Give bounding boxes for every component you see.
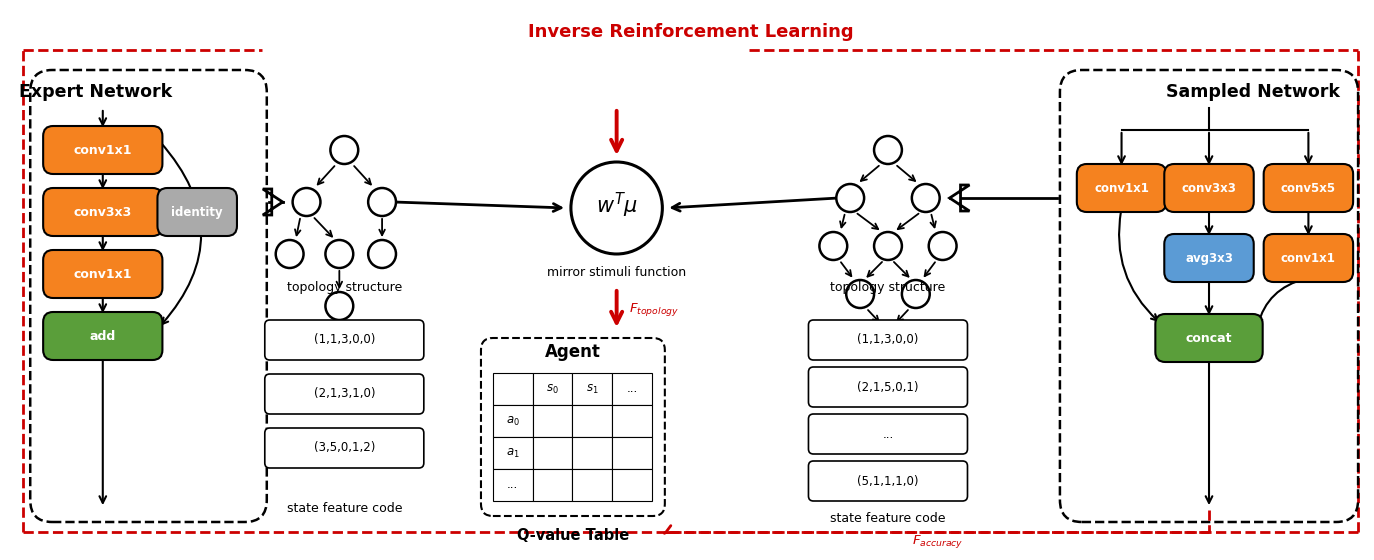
Text: $s_1$: $s_1$: [585, 382, 599, 395]
Bar: [613, 373, 651, 405]
Circle shape: [293, 188, 320, 216]
Text: $F_{topology}$: $F_{topology}$: [628, 301, 679, 318]
Circle shape: [912, 184, 940, 212]
Text: $s_0$: $s_0$: [545, 382, 559, 395]
Text: $F_{accuracy}$: $F_{accuracy}$: [912, 534, 963, 550]
Circle shape: [874, 325, 901, 353]
Circle shape: [874, 136, 901, 164]
Text: avg3x3: avg3x3: [1184, 251, 1232, 264]
Bar: [613, 469, 651, 501]
Text: concat: concat: [1186, 332, 1232, 344]
Circle shape: [874, 232, 901, 260]
Text: state feature code: state feature code: [830, 511, 945, 525]
FancyBboxPatch shape: [43, 250, 162, 298]
Text: Q-value Table: Q-value Table: [517, 529, 629, 544]
FancyBboxPatch shape: [1164, 164, 1253, 212]
FancyBboxPatch shape: [1264, 234, 1353, 282]
Bar: [493, 469, 533, 501]
Bar: [613, 437, 651, 469]
Circle shape: [330, 136, 359, 164]
Circle shape: [368, 240, 396, 268]
Circle shape: [276, 240, 304, 268]
Bar: [533, 405, 573, 437]
Bar: [493, 373, 533, 405]
FancyBboxPatch shape: [1077, 164, 1167, 212]
Text: (2,1,3,1,0): (2,1,3,1,0): [313, 388, 375, 400]
Text: topology structure: topology structure: [287, 282, 403, 295]
Text: conv3x3: conv3x3: [1182, 181, 1237, 194]
Circle shape: [901, 280, 930, 308]
Text: conv1x1: conv1x1: [74, 268, 132, 281]
Text: conv3x3: conv3x3: [74, 206, 132, 218]
FancyBboxPatch shape: [43, 312, 162, 360]
Text: Inverse Reinforcement Learning: Inverse Reinforcement Learning: [529, 23, 855, 41]
Text: topology structure: topology structure: [830, 282, 945, 295]
Circle shape: [368, 188, 396, 216]
Circle shape: [846, 280, 874, 308]
Circle shape: [572, 162, 662, 254]
Polygon shape: [949, 185, 970, 211]
FancyBboxPatch shape: [808, 461, 967, 501]
Text: (5,1,1,1,0): (5,1,1,1,0): [857, 474, 919, 488]
Circle shape: [837, 184, 864, 212]
Bar: [573, 437, 613, 469]
Text: (2,1,5,0,1): (2,1,5,0,1): [857, 380, 919, 394]
FancyBboxPatch shape: [265, 320, 423, 360]
Bar: [493, 437, 533, 469]
Bar: [573, 469, 613, 501]
Circle shape: [326, 240, 353, 268]
FancyBboxPatch shape: [43, 188, 162, 236]
Bar: [573, 405, 613, 437]
FancyBboxPatch shape: [1264, 164, 1353, 212]
Text: (1,1,3,0,0): (1,1,3,0,0): [313, 334, 375, 347]
FancyBboxPatch shape: [1164, 234, 1253, 282]
Text: $w^T\mu$: $w^T\mu$: [596, 190, 638, 220]
Bar: [533, 469, 573, 501]
Text: mirror stimuli function: mirror stimuli function: [547, 265, 686, 278]
Bar: [573, 373, 613, 405]
Bar: [613, 405, 651, 437]
Text: (1,1,3,0,0): (1,1,3,0,0): [857, 334, 919, 347]
Bar: [493, 405, 533, 437]
Text: $a_1$: $a_1$: [506, 446, 519, 460]
FancyBboxPatch shape: [1156, 314, 1263, 362]
Text: conv5x5: conv5x5: [1281, 181, 1336, 194]
Text: $a_0$: $a_0$: [506, 414, 519, 427]
FancyBboxPatch shape: [43, 126, 162, 174]
Text: ...: ...: [627, 382, 638, 395]
Circle shape: [819, 232, 848, 260]
Text: Sampled Network: Sampled Network: [1165, 83, 1340, 101]
Text: (3,5,0,1,2): (3,5,0,1,2): [313, 441, 375, 455]
Text: state feature code: state feature code: [287, 502, 403, 515]
FancyBboxPatch shape: [265, 374, 423, 414]
Text: add: add: [89, 329, 115, 343]
Text: ...: ...: [507, 478, 518, 492]
Text: conv1x1: conv1x1: [1281, 251, 1336, 264]
FancyBboxPatch shape: [158, 188, 236, 236]
FancyBboxPatch shape: [265, 428, 423, 468]
FancyBboxPatch shape: [808, 414, 967, 454]
Text: Agent: Agent: [545, 343, 600, 361]
Text: conv1x1: conv1x1: [1094, 181, 1149, 194]
Text: conv1x1: conv1x1: [74, 143, 132, 156]
FancyBboxPatch shape: [808, 320, 967, 360]
FancyBboxPatch shape: [808, 367, 967, 407]
Bar: [533, 437, 573, 469]
Circle shape: [326, 292, 353, 320]
Circle shape: [929, 232, 956, 260]
Text: Expert Network: Expert Network: [19, 83, 172, 101]
Text: identity: identity: [172, 206, 223, 218]
Polygon shape: [262, 189, 283, 215]
Bar: [533, 373, 573, 405]
Text: ...: ...: [882, 427, 893, 441]
